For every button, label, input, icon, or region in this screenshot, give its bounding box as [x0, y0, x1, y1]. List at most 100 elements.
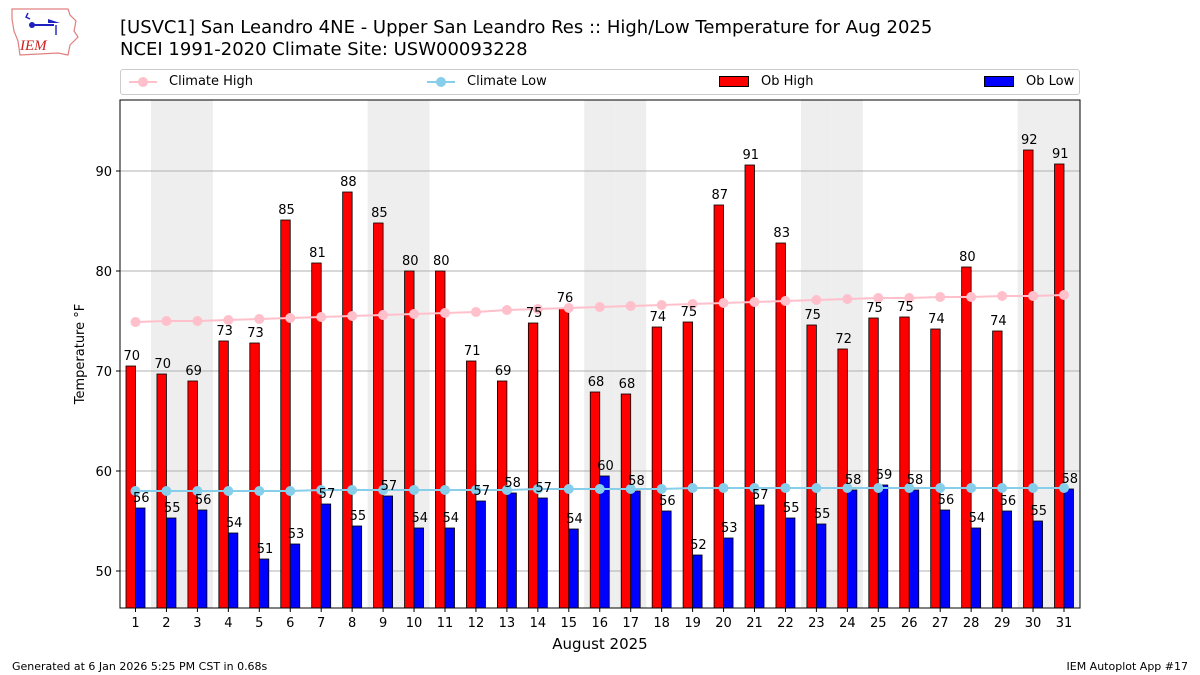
ob-high-bar [806, 324, 817, 609]
x-tick-label: 3 [193, 616, 201, 631]
ob-high-label: 75 [526, 306, 543, 321]
ob-low-label: 54 [226, 516, 243, 531]
ob-high-label: 69 [185, 364, 202, 379]
climate-high-point [997, 291, 1008, 301]
app-credit: IEM Autoplot App #17 [1066, 660, 1189, 673]
legend-item-climate-high: Climate High [129, 74, 253, 89]
ob-low-bar [320, 503, 332, 609]
chart-title: [USVC1] San Leandro 4NE - Upper San Lean… [120, 17, 933, 38]
climate-low-point [749, 483, 760, 493]
climate-high-point [254, 314, 265, 324]
ob-high-bar [218, 340, 229, 609]
x-tick-label: 13 [499, 616, 516, 631]
ob-high-label: 71 [464, 344, 481, 359]
climate-high-point [687, 299, 698, 309]
climate-high-swatch [129, 75, 157, 89]
x-tick-label: 21 [746, 616, 763, 631]
legend-item-ob-low: Ob Low [984, 74, 1074, 89]
x-tick-label: 18 [653, 616, 670, 631]
climate-low-point [997, 483, 1008, 493]
ob-high-bar [373, 222, 384, 609]
ob-high-bar [620, 393, 632, 609]
climate-high-point [316, 312, 327, 322]
climate-high-point [223, 315, 234, 325]
ob-high-label: 80 [402, 254, 419, 269]
climate-low-point [532, 484, 543, 494]
ob-high-bar [404, 270, 415, 609]
ob-high-label: 70 [154, 357, 171, 372]
x-tick-label: 14 [530, 616, 547, 631]
ob-high-label: 73 [216, 324, 233, 339]
ob-high-bar [961, 266, 972, 609]
climate-low-point [935, 483, 946, 493]
ob-low-label: 56 [938, 493, 955, 508]
ob-low-bar [382, 495, 394, 609]
ob-low-label: 58 [628, 474, 645, 489]
legend: Climate High Climate Low Ob High Ob Low [120, 69, 1080, 95]
ob-high-label: 91 [742, 148, 759, 163]
climate-high-point [192, 316, 203, 326]
climate-high-point [780, 296, 791, 306]
ob-low-bar [939, 509, 951, 609]
ob-high-label: 87 [712, 188, 729, 203]
x-tick-label: 12 [468, 616, 485, 631]
ob-low-bar [661, 510, 672, 609]
climate-high-point [625, 301, 636, 311]
ob-high-bar [1023, 149, 1034, 609]
climate-high-point [409, 309, 420, 319]
ob-low-bar [475, 500, 486, 609]
ob-high-bar [1054, 163, 1065, 609]
x-tick-label: 29 [994, 616, 1011, 631]
climate-low-point [192, 486, 203, 496]
climate-low-point [378, 485, 389, 495]
ob-high-bar [249, 342, 260, 609]
ob-low-label: 59 [876, 468, 893, 483]
climate-low-point [223, 486, 234, 496]
ob-low-bar [444, 527, 455, 609]
climate-low-point [873, 483, 884, 493]
ob-low-label: 54 [442, 511, 459, 526]
x-tick-label: 2 [162, 616, 170, 631]
ob-low-label: 54 [412, 511, 429, 526]
ob-high-bar [342, 191, 353, 609]
ob-high-bar [930, 328, 941, 609]
y-tick-label: 50 [95, 565, 112, 580]
y-axis-label: Temperature °F [73, 304, 88, 405]
ob-low-label: 57 [319, 487, 336, 502]
x-tick-label: 16 [591, 616, 608, 631]
x-tick-label: 27 [932, 616, 949, 631]
y-tick-label: 90 [95, 165, 112, 180]
climate-high-point [378, 310, 389, 320]
climate-high-point [935, 292, 946, 302]
climate-high-point [873, 293, 884, 303]
ob-low-bar [877, 484, 889, 609]
ob-high-label: 75 [897, 300, 914, 315]
ob-high-label: 76 [557, 291, 574, 306]
climate-low-point [501, 485, 512, 495]
x-tick-label: 15 [561, 616, 578, 631]
climate-high-point [842, 294, 853, 304]
ob-high-label: 83 [773, 226, 790, 241]
ob-low-bar [351, 525, 363, 609]
climate-low-point [563, 484, 574, 494]
ob-low-label: 54 [969, 511, 986, 526]
ob-low-bar [1032, 520, 1043, 609]
x-tick-label: 31 [1056, 616, 1073, 631]
climate-high-point [161, 316, 172, 326]
legend-label: Climate High [169, 74, 254, 89]
x-tick-label: 25 [870, 616, 887, 631]
climate-high-point [563, 303, 574, 313]
x-tick-label: 8 [348, 616, 356, 631]
x-tick-label: 23 [808, 616, 825, 631]
x-tick-label: 4 [224, 616, 232, 631]
ob-high-label: 91 [1052, 147, 1069, 162]
ob-low-bar [413, 527, 424, 609]
ob-high-label: 74 [990, 314, 1007, 329]
climate-low-point [780, 483, 791, 493]
ob-low-bar [258, 558, 270, 609]
climate-low-point [254, 486, 265, 496]
climate-low-point [625, 484, 636, 494]
ob-low-label: 55 [350, 509, 367, 524]
ob-high-bar [713, 204, 724, 609]
